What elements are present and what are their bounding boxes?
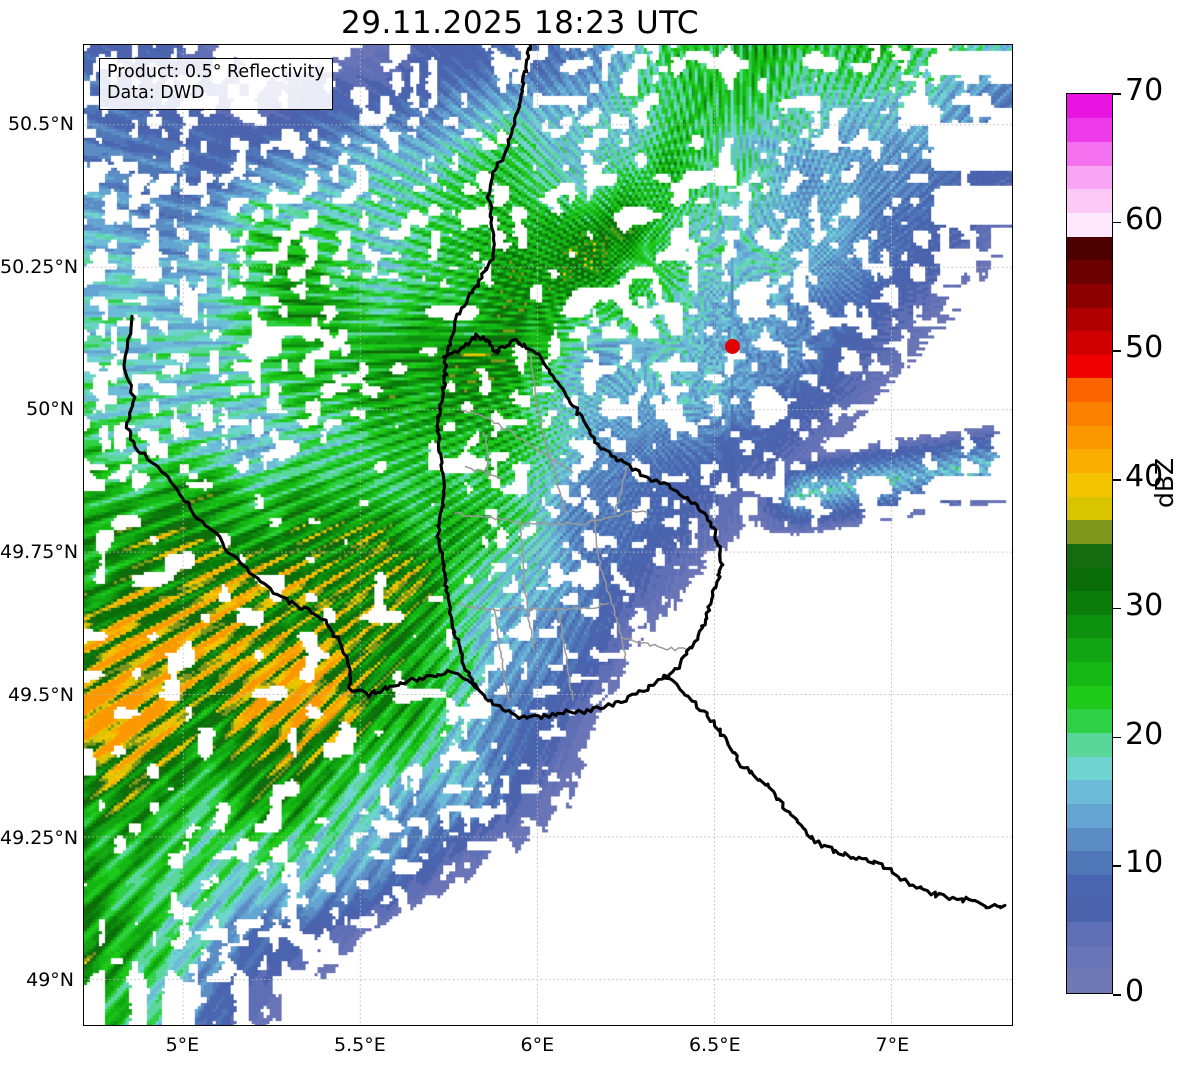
colorbar-tick bbox=[1113, 865, 1121, 867]
colorbar-tick bbox=[1113, 736, 1121, 739]
x-axis-tick-label: 6.5°E bbox=[688, 1034, 741, 1056]
colorbar-tick-label: 50 bbox=[1125, 330, 1164, 366]
colorbar-band bbox=[1067, 377, 1112, 403]
y-axis-tick-label: 50.5°N bbox=[7, 112, 74, 135]
radar-reflectivity-layer bbox=[84, 45, 1012, 1025]
colorbar-band bbox=[1067, 330, 1112, 355]
colorbar-band bbox=[1067, 614, 1112, 639]
colorbar-tick bbox=[1113, 350, 1121, 353]
info-box: Product: 0.5° Reflectivity Data: DWD bbox=[99, 58, 333, 110]
colorbar-band bbox=[1067, 732, 1112, 757]
colorbar-tick-label: 30 bbox=[1125, 587, 1164, 623]
colorbar-tick bbox=[1113, 607, 1121, 610]
colorbar-band bbox=[1067, 755, 1112, 781]
colorbar-band bbox=[1067, 566, 1112, 592]
page-title: 29.11.2025 18:23 UTC bbox=[341, 5, 699, 41]
colorbar-band bbox=[1067, 141, 1112, 166]
x-axis-tick-label: 7°E bbox=[875, 1034, 910, 1056]
y-axis-tick-label: 49.25°N bbox=[0, 826, 79, 849]
colorbar-band bbox=[1067, 354, 1112, 379]
colorbar-band bbox=[1067, 685, 1112, 710]
colorbar-band bbox=[1067, 779, 1112, 804]
colorbar-tick-label: 0 bbox=[1125, 974, 1145, 1009]
colorbar-tick bbox=[1113, 994, 1121, 996]
colorbar-band bbox=[1067, 826, 1112, 852]
x-axis-tick-label: 5°E bbox=[165, 1034, 200, 1056]
x-axis-tick-label: 6°E bbox=[520, 1034, 555, 1056]
colorbar-tick-label: 20 bbox=[1125, 716, 1164, 752]
colorbar-band bbox=[1067, 283, 1112, 308]
colorbar-band bbox=[1067, 425, 1112, 450]
colorbar-band bbox=[1067, 212, 1112, 237]
y-axis-tick-label: 50°N bbox=[26, 398, 74, 421]
info-data-line: Data: DWD bbox=[107, 83, 205, 104]
colorbar-band bbox=[1067, 661, 1112, 686]
colorbar-band bbox=[1067, 897, 1112, 923]
colorbar-band bbox=[1067, 850, 1112, 875]
colorbar-tick bbox=[1113, 93, 1121, 95]
colorbar-band bbox=[1067, 921, 1112, 946]
country-borders bbox=[122, 45, 1007, 910]
colorbar-band bbox=[1067, 259, 1112, 284]
colorbar-band bbox=[1067, 495, 1112, 521]
map-plot-area[interactable] bbox=[83, 44, 1013, 1026]
colorbar-band bbox=[1067, 968, 1112, 993]
colorbar-band bbox=[1067, 117, 1112, 143]
colorbar bbox=[1066, 93, 1113, 994]
colorbar-band bbox=[1067, 543, 1112, 568]
colorbar-band bbox=[1067, 188, 1112, 213]
x-axis-tick-label: 5.5°E bbox=[333, 1034, 386, 1056]
colorbar-band bbox=[1067, 306, 1112, 332]
radar-station-marker[interactable] bbox=[725, 339, 741, 355]
colorbar-tick-label: 40 bbox=[1125, 459, 1164, 495]
colorbar-tick-label: 60 bbox=[1125, 201, 1164, 237]
colorbar-band bbox=[1067, 590, 1112, 615]
administrative-borders bbox=[454, 352, 687, 702]
y-axis-tick-label: 49.5°N bbox=[7, 683, 74, 706]
colorbar-band bbox=[1067, 165, 1112, 190]
colorbar-tick bbox=[1113, 221, 1121, 224]
colorbar-band bbox=[1067, 472, 1112, 497]
colorbar-band bbox=[1067, 401, 1112, 426]
lat-lon-gridlines bbox=[84, 45, 1012, 1025]
colorbar-band bbox=[1067, 448, 1112, 473]
colorbar-tick bbox=[1113, 479, 1121, 481]
colorbar-band bbox=[1067, 519, 1112, 544]
map-vector-overlay bbox=[84, 45, 1012, 1025]
y-axis-tick-label: 49°N bbox=[26, 969, 74, 992]
colorbar-band bbox=[1067, 94, 1112, 119]
colorbar-band bbox=[1067, 708, 1112, 733]
colorbar-band bbox=[1067, 945, 1112, 970]
y-axis-tick-label: 50.25°N bbox=[0, 255, 79, 278]
colorbar-band bbox=[1067, 803, 1112, 828]
colorbar-tick-label: 70 bbox=[1125, 73, 1164, 108]
colorbar-band bbox=[1067, 637, 1112, 663]
colorbar-band bbox=[1067, 874, 1112, 899]
colorbar-tick-label: 10 bbox=[1125, 845, 1164, 881]
colorbar-band bbox=[1067, 235, 1112, 261]
info-product-line: Product: 0.5° Reflectivity bbox=[107, 62, 325, 82]
y-axis-tick-label: 49.75°N bbox=[0, 541, 79, 564]
